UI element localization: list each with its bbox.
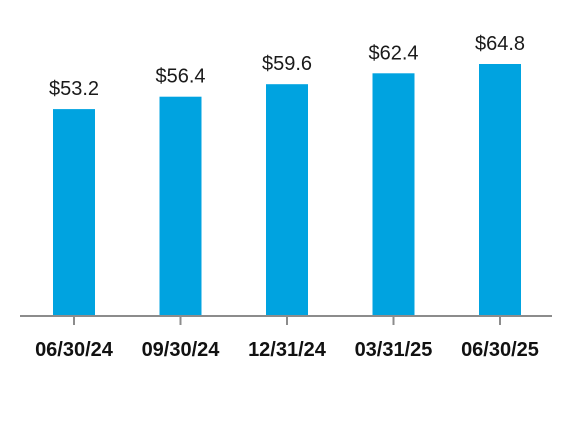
- x-axis-ticks-group: [73, 316, 501, 325]
- x-tick-label-09-30-24: 09/30/24: [142, 339, 221, 361]
- bar-06-30-25: [479, 64, 521, 316]
- x-tick-label-03-31-25: 03/31/25: [355, 339, 433, 361]
- bar-09-30-24: [159, 96, 202, 316]
- bars-group: [53, 64, 521, 316]
- data-label-09-30-24: $56.4: [155, 66, 205, 88]
- x-tick-label-06-30-24: 06/30/24: [35, 339, 114, 361]
- x-tick-label-12-31-24: 12/31/24: [248, 339, 327, 361]
- bar-03-31-25: [372, 73, 415, 316]
- x-axis-tick-labels-group: 06/30/24 09/30/24 12/31/24 03/31/25 06/30/25: [35, 339, 539, 361]
- bar-12-31-24: [266, 84, 308, 316]
- data-label-06-30-25: $64.8: [475, 33, 525, 55]
- data-label-12-31-24: $59.6: [262, 53, 312, 75]
- x-tick-label-06-30-25: 06/30/25: [461, 339, 539, 361]
- data-label-06-30-24: $53.2: [49, 78, 99, 100]
- data-label-03-31-25: $62.4: [368, 42, 418, 64]
- bar-06-30-24: [53, 109, 95, 316]
- data-labels-group: $53.2 $56.4 $59.6 $62.4 $64.8: [49, 33, 525, 100]
